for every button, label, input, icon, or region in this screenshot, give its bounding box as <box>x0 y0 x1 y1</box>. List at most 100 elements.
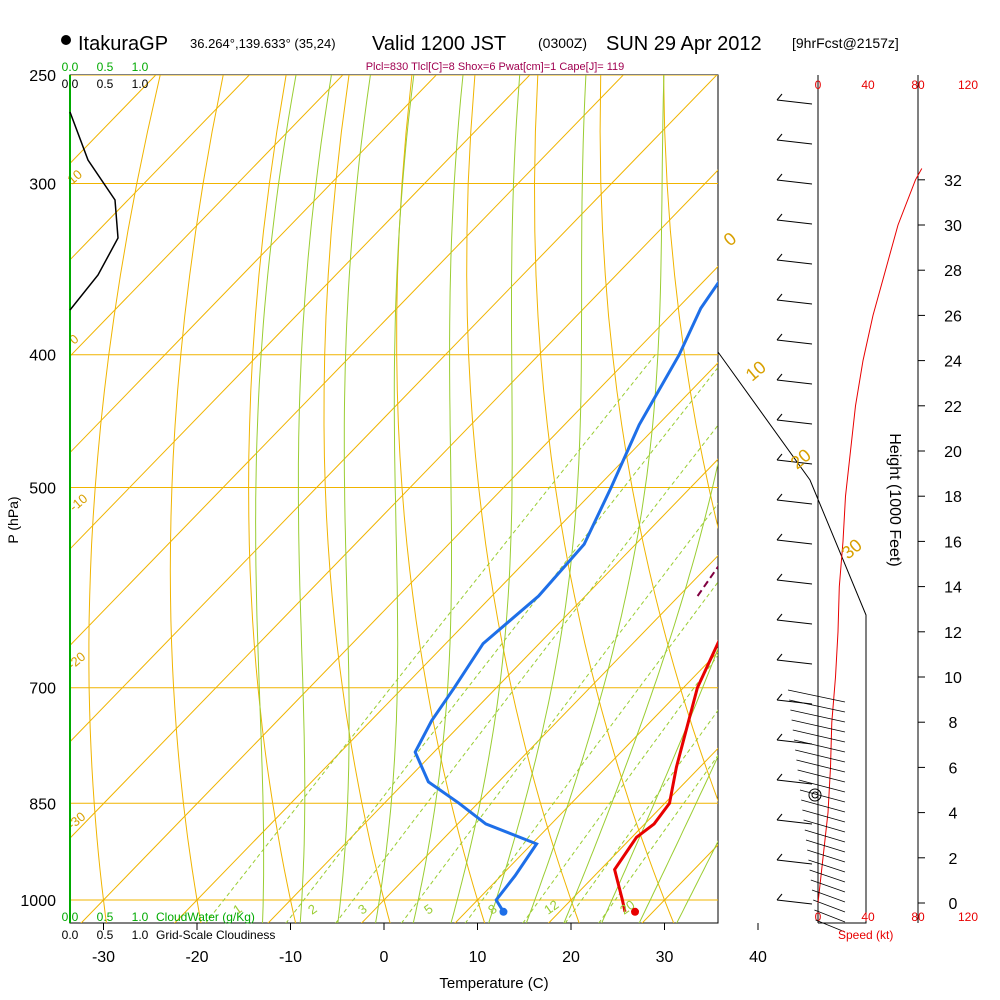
isotherm-line <box>70 75 624 647</box>
cloud-water-tick-label: 1.0 <box>132 910 149 924</box>
wind-barb <box>797 769 846 783</box>
dry-adiabat-line <box>599 75 718 803</box>
dry-adiabat-line <box>88 75 161 923</box>
wind-barb-flag <box>776 853 783 861</box>
wind-barb <box>776 139 813 145</box>
speed-tick-label: 40 <box>861 78 875 92</box>
moist-adiabat-line <box>412 75 464 923</box>
moist-adiabat-line <box>601 647 718 923</box>
dry-adiabat-line <box>533 75 675 923</box>
isotherm-line <box>70 75 437 454</box>
isotherm-line <box>267 458 718 923</box>
wind-barb <box>776 179 813 185</box>
isotherm-label: 0 <box>66 331 81 347</box>
moist-adiabat-line <box>563 460 718 923</box>
isotherm-label: -30 <box>64 809 88 833</box>
cloudiness-tick-label: 0.5 <box>97 77 114 91</box>
wind-barb <box>776 739 813 745</box>
height-tick-label: 20 <box>944 444 962 461</box>
wind-barb <box>776 779 813 785</box>
x-axis-label: Temperature (C) <box>439 975 548 992</box>
wind-barb <box>789 699 846 713</box>
dry-adiabat-line <box>852 75 1000 929</box>
moist-adiabat-line <box>297 75 332 923</box>
cloud-water-label: CloudWater (g/Kg) <box>156 910 255 924</box>
cloud-water-tick-label: 0.5 <box>97 60 114 74</box>
wind-barb-flag <box>776 573 783 581</box>
isotherm-label: -20 <box>64 649 88 673</box>
temp-tick-label: -20 <box>185 949 208 966</box>
wind-barb <box>801 799 846 813</box>
dry-adiabat-line <box>248 75 297 923</box>
height-tick-label: 4 <box>949 806 958 823</box>
mixing-ratio-label: 12 <box>541 897 561 918</box>
wind-barb <box>793 739 846 753</box>
cloudiness-tick-label: 0.5 <box>97 928 114 942</box>
pressure-tick-label: 250 <box>29 68 56 85</box>
mixing-ratio-line <box>464 581 718 923</box>
lcl-marker-inner <box>811 791 819 799</box>
speed-tick-label: 40 <box>861 910 875 924</box>
cloud-water-tick-label: 0.0 <box>62 60 79 74</box>
speed-tick-label: 0 <box>815 78 822 92</box>
cloudiness-tick-label: 1.0 <box>132 77 149 91</box>
moist-adiabat-line <box>255 75 297 923</box>
height-tick-label: 0 <box>949 896 958 913</box>
height-tick-label: 8 <box>949 715 958 732</box>
isotherm-line <box>80 265 718 923</box>
wind-barb <box>776 219 813 225</box>
wind-barb <box>776 579 813 585</box>
wind-barb <box>776 859 813 865</box>
wind-barb <box>776 899 813 905</box>
wind-barb <box>776 819 813 825</box>
cloud-water-tick-label: 1.0 <box>132 60 149 74</box>
wind-barb <box>796 759 846 773</box>
station-coords: 36.264°,139.633° (35,24) <box>190 36 336 51</box>
cloudiness-tick-label: 0.0 <box>62 928 79 942</box>
wind-barb <box>802 809 846 823</box>
wind-panel: 0246810121416182022242628303200404080801… <box>717 75 978 933</box>
moist-adiabat-line <box>525 75 665 923</box>
height-tick-label: 28 <box>944 263 962 280</box>
wind-barb-flag <box>776 413 783 421</box>
height-axis-label: Height (1000 Feet) <box>886 433 903 566</box>
plot-area <box>70 75 1000 929</box>
moist-adiabat-line <box>676 840 718 923</box>
mixing-ratio-line <box>205 354 656 923</box>
isotherm-label: 10 <box>742 357 770 385</box>
wind-barb-flag <box>776 93 783 101</box>
wind-barb-flag <box>776 893 783 901</box>
isotherm-line <box>823 75 1000 929</box>
wind-barb-flag <box>776 213 783 221</box>
wind-barb <box>792 729 846 743</box>
wind-barb <box>814 909 846 923</box>
moist-adiabat-line <box>488 75 587 923</box>
isotherm-label: 20 <box>787 445 815 473</box>
wind-barb <box>803 819 846 833</box>
wind-barb <box>776 619 813 625</box>
wind-barb <box>776 659 813 665</box>
wind-barb-flag <box>776 773 783 781</box>
surface-dewpoint-marker <box>499 907 508 916</box>
dry-adiabat-line <box>978 75 1000 929</box>
wind-speed-profile <box>817 168 923 904</box>
dry-adiabat-line <box>323 75 391 923</box>
wind-barb <box>804 829 846 843</box>
wind-barb-flag <box>776 293 783 301</box>
moist-adiabat-line <box>450 75 521 923</box>
wind-barb-flag <box>776 693 783 701</box>
pressure-tick-label: 850 <box>29 796 56 813</box>
isotherm-line <box>70 75 250 261</box>
speed-tick-label: 0 <box>815 910 822 924</box>
wind-barb-flag <box>776 373 783 381</box>
moist-adiabat-line <box>337 75 371 923</box>
dry-adiabat-line <box>466 75 580 923</box>
pressure-tick-label: 300 <box>29 177 56 194</box>
wind-barb-flag <box>776 333 783 341</box>
wind-barb-flag <box>776 653 783 661</box>
mixing-ratio-label: 5 <box>421 901 436 917</box>
speed-tick-label: 80 <box>911 78 925 92</box>
temperature-curve <box>612 639 718 913</box>
